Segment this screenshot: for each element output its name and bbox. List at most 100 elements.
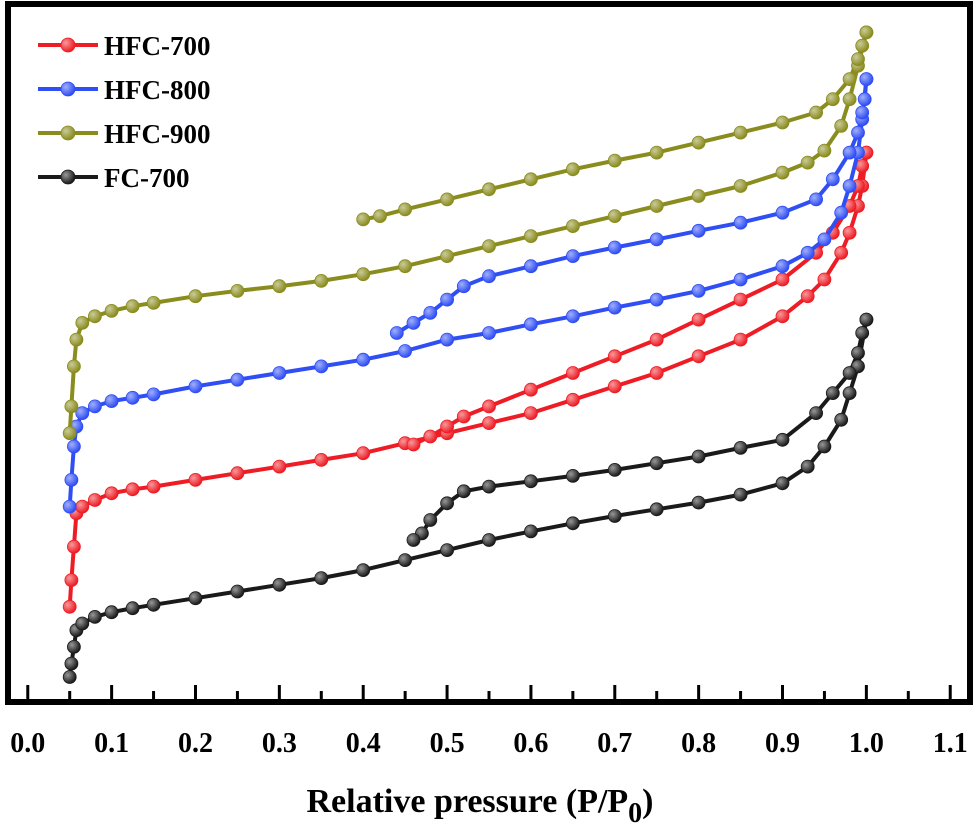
series-HFC-700 — [62, 145, 874, 614]
legend-marker — [60, 169, 76, 185]
adsorption-point — [817, 272, 832, 287]
adsorption-point — [62, 670, 77, 684]
desorption-point — [482, 269, 496, 284]
adsorption-point — [691, 495, 706, 510]
legend: HFC-700 HFC-800 HFC-900 FC-700 — [38, 31, 210, 193]
desorption-point — [649, 332, 664, 347]
adsorption-point — [125, 601, 140, 616]
x-tick-label: 0.6 — [513, 728, 548, 759]
legend-item: FC-700 — [38, 163, 189, 193]
desorption-point — [859, 25, 874, 40]
adsorption-point — [398, 344, 413, 358]
desorption-point — [566, 366, 580, 380]
adsorption-point — [146, 387, 161, 402]
adsorption-point — [356, 267, 371, 282]
desorption-point — [440, 192, 455, 207]
adsorption-point — [800, 155, 815, 170]
desorption-point — [440, 419, 455, 434]
desorption-point — [733, 440, 748, 455]
desorption-point — [809, 105, 823, 120]
desorption-point — [524, 382, 538, 397]
adsorption-point — [607, 379, 622, 394]
series-HFC-800 — [62, 72, 874, 514]
desorption-point — [809, 406, 823, 421]
adsorption-point — [230, 372, 245, 387]
adsorption-point — [69, 332, 84, 347]
adsorption-point — [104, 394, 119, 409]
adsorption-point — [649, 199, 664, 213]
adsorption-point — [314, 571, 329, 585]
desorption-point — [456, 409, 471, 424]
adsorption-point — [800, 245, 815, 260]
legend-item: HFC-800 — [38, 75, 210, 105]
adsorption-point — [524, 524, 538, 539]
adsorption-point — [67, 539, 81, 554]
adsorption-point — [146, 479, 161, 494]
x-tick-label: 0.1 — [94, 728, 129, 759]
series-HFC-900 — [62, 25, 874, 441]
adsorption-point — [733, 272, 748, 287]
desorption-point — [524, 172, 538, 187]
adsorption-point — [482, 326, 496, 340]
adsorption-point — [440, 543, 455, 557]
adsorption-point — [440, 332, 455, 347]
desorption-point — [406, 315, 421, 330]
adsorption-point — [356, 563, 371, 577]
adsorption-point — [800, 459, 815, 474]
x-axis-title-suffix: ) — [642, 783, 653, 820]
adsorption-point — [775, 259, 790, 274]
adsorption-point — [64, 399, 79, 414]
desorption-point — [691, 312, 706, 327]
legend-label: HFC-900 — [104, 119, 210, 149]
desorption-point — [691, 449, 706, 464]
adsorption-point — [88, 493, 102, 507]
desorption-point — [855, 326, 870, 340]
adsorption-point — [104, 303, 119, 318]
desorption-point — [482, 399, 496, 414]
desorption-point — [373, 209, 387, 224]
desorption-point — [842, 366, 857, 380]
adsorption-point — [607, 300, 622, 315]
adsorption-point — [607, 509, 622, 523]
desorption-point — [859, 312, 874, 327]
adsorption-point — [834, 245, 849, 260]
adsorption-point — [188, 289, 203, 304]
legend-item: HFC-700 — [38, 31, 210, 61]
adsorption-point — [817, 232, 832, 247]
adsorption-point — [67, 359, 81, 374]
adsorption-point — [834, 119, 849, 133]
series-layer — [62, 25, 874, 684]
adsorption-point — [188, 591, 203, 606]
adsorption-point — [64, 472, 79, 487]
x-axis-title-subscript: 0 — [628, 798, 642, 829]
desorption-point — [842, 72, 857, 86]
adsorption-point — [272, 366, 287, 380]
adsorption-point — [566, 392, 580, 407]
desorption-point — [825, 172, 840, 187]
adsorption-point — [67, 640, 81, 654]
plot-frame — [5, 1, 973, 705]
desorption-point — [406, 437, 421, 452]
x-tick-label: 0.9 — [765, 728, 800, 759]
adsorption-point — [842, 225, 857, 240]
adsorption-point — [125, 299, 140, 314]
adsorption-point — [272, 279, 287, 294]
adsorption-point — [146, 597, 161, 612]
x-axis-ticks: 0.0 0.1 0.2 0.3 0.4 0.5 0.6 0.7 0.8 0.9 1.0 1.1 — [10, 685, 968, 759]
desorption-point — [825, 92, 840, 107]
desorption-point — [851, 52, 865, 66]
desorption-point — [691, 223, 706, 238]
desorption-point — [859, 72, 874, 86]
x-axis-title: Relative pressure (P/P0) — [307, 783, 654, 829]
adsorption-point — [188, 472, 203, 487]
adsorption-point — [62, 499, 77, 514]
adsorption-point — [566, 516, 580, 531]
adsorption-point — [75, 616, 90, 631]
desorption-point — [423, 513, 438, 527]
adsorption-point — [67, 439, 81, 454]
desorption-point — [607, 462, 622, 477]
adsorption-point — [649, 366, 664, 380]
adsorption-point — [817, 439, 832, 454]
desorption-point — [423, 429, 438, 444]
